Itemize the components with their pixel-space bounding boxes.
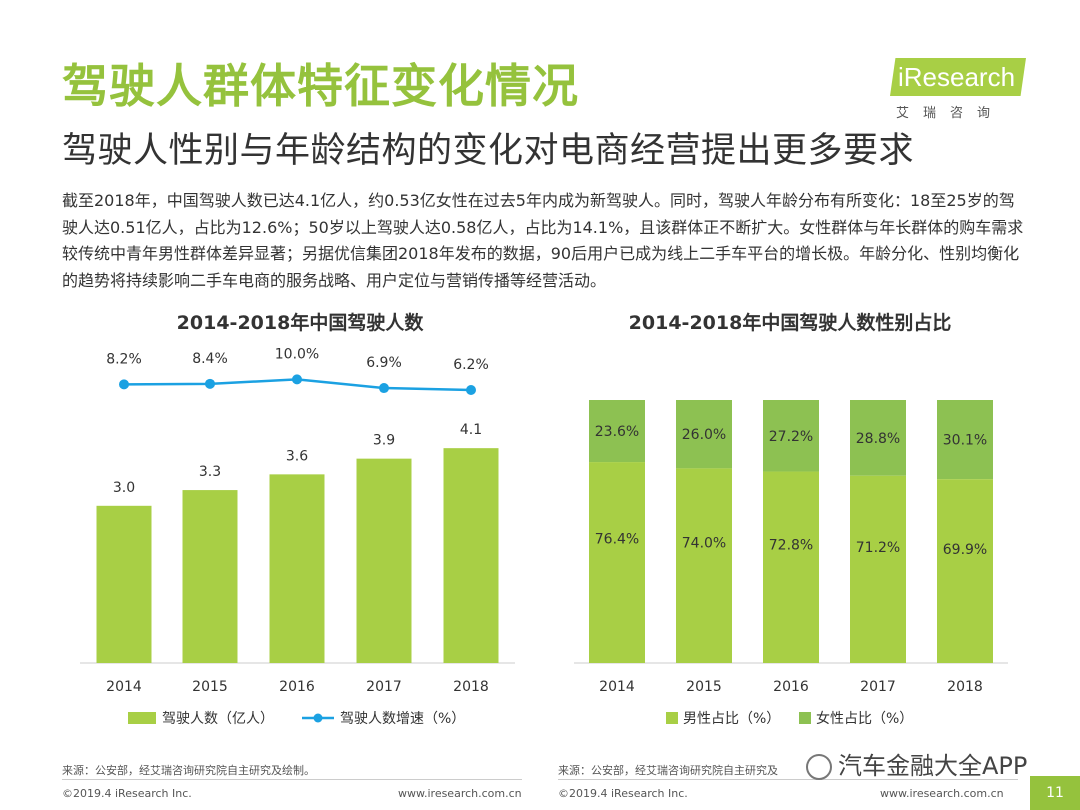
chart1-x-tick-2018: 2018 (453, 679, 489, 695)
chart1-bar-label-2017: 3.9 (373, 433, 395, 449)
chart2-x-tick-2016: 2016 (773, 679, 809, 695)
chart2-female-bar-2016 (763, 400, 819, 472)
chart2-female-bar-2017 (850, 400, 906, 476)
page-subtitle: 驾驶人性别与年龄结构的变化对电商经营提出更多要求 (62, 131, 915, 171)
chart1-bar-2015 (182, 490, 238, 663)
chart1-legend-bar-label: 驾驶人数（亿人） (162, 711, 274, 727)
chart1-legend-line-label: 驾驶人数增速（%） (340, 711, 465, 727)
watermark: 汽车金融大全APP (806, 746, 1027, 781)
chart1-bar-label-2014: 3.0 (113, 480, 135, 496)
source-note-right: 来源：公安部，经艾瑞咨询研究院自主研究及 (558, 764, 778, 777)
chart2-legend-female-label: 女性占比（%） (816, 710, 913, 727)
url-left[interactable]: www.iresearch.com.cn (398, 787, 522, 800)
chart1-growth-label-2015: 8.4% (192, 351, 228, 367)
chart2-male-label-2016: 72.8% (769, 537, 813, 553)
chart2-x-tick-2015: 2015 (686, 679, 722, 695)
chart1-bar-2017 (356, 458, 412, 663)
chart1-legend-bar-swatch (128, 712, 156, 724)
chart1-growth-point-2015 (205, 378, 215, 389)
chart2-male-label-2017: 71.2% (856, 540, 900, 556)
chart2-female-bar-2014 (589, 400, 645, 463)
logo-badge (890, 58, 1026, 96)
chart2-x-tick-2017: 2017 (860, 679, 896, 695)
chart1-x-tick-2015: 2015 (192, 679, 228, 695)
page-title: 驾驶人群体特征变化情况 (62, 59, 579, 113)
chart2-title: 2014-2018年中国驾驶人数性别占比 (628, 312, 952, 334)
logo-text: iResearch (898, 62, 1016, 92)
chart1-bar-label-2018: 4.1 (460, 422, 482, 438)
page-number: 11 (1030, 776, 1080, 810)
chart1-growth-label-2017: 6.9% (366, 355, 402, 371)
chart1-x-tick-2016: 2016 (279, 679, 315, 695)
chart2-legend-male-swatch (666, 712, 678, 724)
chart2-male-bar-2015 (676, 468, 732, 663)
copyright-right: ©2019.4 iResearch Inc. (558, 787, 688, 800)
chart1-growth-label-2014: 8.2% (106, 351, 142, 367)
chart2-female-label-2015: 26.0% (682, 427, 726, 443)
chart2-female-label-2016: 27.2% (769, 429, 813, 445)
chart2-female-label-2017: 28.8% (856, 431, 900, 447)
chart2-legend-female-swatch (799, 712, 811, 724)
copyright-left: ©2019.4 iResearch Inc. (62, 787, 192, 800)
logo-subtext: 艾瑞咨询 (896, 106, 1005, 121)
iresearch-logo: iResearch 艾瑞咨询 (890, 58, 1030, 128)
chart2-male-bar-2014 (589, 462, 645, 663)
chart2-x-tick-2018: 2018 (947, 679, 983, 695)
url-right[interactable]: www.iresearch.com.cn (880, 787, 1004, 800)
wechat-icon (806, 754, 832, 780)
chart1-bar-2018 (443, 448, 499, 663)
chart1-title: 2014-2018年中国驾驶人数 (176, 312, 424, 334)
chart1-growth-point-2016 (292, 374, 302, 385)
chart1-bar-label-2016: 3.6 (286, 448, 308, 464)
chart1-x-tick-2017: 2017 (366, 679, 402, 695)
chart2-female-bar-2018 (937, 400, 993, 480)
chart1-bar-2014 (96, 505, 152, 663)
chart2-male-label-2015: 74.0% (682, 535, 726, 551)
source-note-left: 来源：公安部，经艾瑞咨询研究院自主研究及绘制。 (62, 764, 315, 777)
watermark-text: 汽车金融大全APP (838, 752, 1028, 780)
chart1-growth-point-2017 (379, 383, 389, 394)
chart2-legend-male-label: 男性占比（%） (683, 711, 780, 727)
chart1-legend-line-marker (313, 713, 323, 723)
chart1-growth-label-2016: 10.0% (275, 346, 319, 362)
chart1-growth-point-2018 (466, 385, 476, 395)
footer-divider-left (62, 779, 522, 780)
chart2-female-label-2014: 23.6% (595, 424, 639, 440)
intro-paragraph: 截至2018年，中国驾驶人数已达4.1亿人，约0.53亿女性在过去5年内成为新驾… (62, 191, 1024, 290)
chart1-growth-point-2014 (119, 379, 129, 390)
footer-divider-right (558, 779, 1018, 780)
chart2-x-tick-2014: 2014 (599, 679, 635, 695)
chart1-x-tick-2014: 2014 (106, 679, 142, 695)
chart1-bar-label-2015: 3.3 (199, 464, 221, 480)
chart1-bar-2016 (269, 474, 325, 663)
chart1-growth-label-2018: 6.2% (453, 357, 489, 373)
chart2-male-bar-2017 (850, 475, 906, 663)
chart2-male-label-2018: 69.9% (943, 542, 987, 558)
chart2-female-bar-2015 (676, 400, 732, 469)
chart2-male-label-2014: 76.4% (595, 531, 639, 547)
chart2-female-label-2018: 30.1% (943, 433, 987, 449)
chart2-male-bar-2016 (763, 471, 819, 663)
chart2-male-bar-2018 (937, 479, 993, 663)
